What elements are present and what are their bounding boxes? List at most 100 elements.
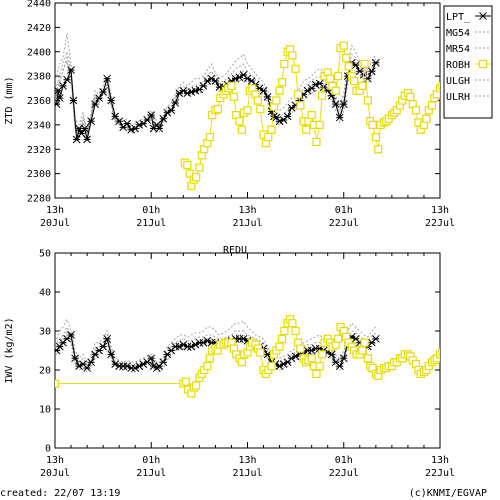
iwv-robh-point	[463, 333, 470, 340]
ztd-robh-point	[435, 84, 440, 93]
iwv-xtick-date: 21Jul	[232, 468, 262, 479]
ztd-robh-point	[253, 96, 263, 105]
legend-label: MR54	[446, 44, 470, 55]
iwv-lpt-point	[87, 358, 95, 367]
ztd-lpt-point	[331, 100, 340, 109]
ztd-lpt-point	[91, 100, 99, 109]
iwv-robh-point	[237, 358, 246, 367]
legend-label: LPT_	[446, 12, 471, 23]
iwv-xtick-date: 22Jul	[329, 468, 359, 479]
ztd-robh-point	[350, 76, 359, 86]
ztd-lpt-point	[259, 86, 268, 95]
ztd-robh-point	[331, 86, 340, 95]
iwv-robh-point	[317, 350, 327, 359]
ztd-lpt-point	[367, 67, 376, 76]
ztd-robh-point	[296, 101, 305, 110]
ztd-ytick-label: 2340	[27, 120, 51, 131]
ztd-lpt-point	[87, 117, 95, 126]
ztd-robh-point	[307, 111, 316, 120]
iwv-robh-point	[447, 337, 454, 344]
ztd-robh-point	[293, 90, 303, 99]
ztd-series-mg54	[56, 33, 377, 132]
iwv-robh-point	[55, 379, 60, 388]
ztd-robh-point	[237, 125, 246, 134]
iwv-lpt-point	[83, 364, 91, 372]
ztd-xtick-label: 13h	[238, 205, 256, 216]
ztd-robh-point	[438, 81, 440, 90]
ztd-lpt-point	[67, 66, 75, 74]
iwv-robh-point	[461, 324, 468, 331]
ztd-robh-point	[368, 120, 377, 129]
ztd-lpt-point	[335, 113, 344, 122]
ztd-robh-point	[195, 163, 204, 172]
ztd-lpt-point	[55, 94, 64, 102]
ztd-lpt-point	[171, 99, 180, 107]
iwv-lpt-point	[339, 354, 348, 363]
iwv-xtick-date: 20Jul	[40, 468, 70, 479]
ztd-ytick-label: 2300	[27, 169, 51, 180]
ztd-lpt-point	[72, 135, 81, 144]
iwv-ytick-label: 40	[39, 288, 51, 299]
ztd-robh-point	[371, 132, 380, 142]
iwv-robh-point	[256, 348, 265, 357]
ztd-ytick-label: 2360	[27, 96, 51, 107]
legend-label: MG54	[446, 28, 470, 39]
iwv-robh-point	[485, 365, 492, 372]
ztd-lpt-point	[339, 100, 348, 109]
ztd-robh-point	[235, 117, 244, 126]
ztd-ytick-label: 2280	[27, 194, 51, 205]
ztd-robh-point	[288, 51, 297, 60]
legend: LPT_ MG54 MR54 ROBH ULGH ULRH	[443, 5, 493, 119]
ztd-robh-point	[427, 101, 437, 110]
created-timestamp: created: 22/07 13:19	[0, 488, 121, 499]
ztd-lpt-point	[159, 114, 168, 123]
ztd-lpt-point	[99, 88, 107, 96]
ztd-robh-point	[358, 81, 367, 90]
ztd-lpt-point	[77, 129, 86, 138]
ztd-xtick-date: 22Jul	[425, 218, 455, 229]
ztd-panel: 2280 2300 2320 2340 2360 2380 2400 2420 2440 13h 2…	[4, 0, 455, 229]
ztd-robh-point	[334, 72, 343, 81]
ztd-lpt-point	[95, 94, 103, 102]
iwv-robh-point	[441, 347, 448, 354]
ztd-robh-point	[213, 104, 222, 114]
iwv-robh-point	[296, 344, 305, 353]
ztd-series-ulgh	[56, 50, 377, 134]
iwv-lpt-point	[371, 334, 380, 343]
iwv-robh-point	[280, 326, 289, 336]
ztd-lpt-point	[155, 124, 164, 133]
ztd-lpt-point	[263, 92, 272, 101]
ztd-lpt-point	[351, 61, 360, 70]
iwv-ytick-label: 10	[39, 405, 51, 416]
iwv-robh-point	[471, 347, 478, 354]
iwv-xtick-date: 21Jul	[136, 468, 166, 479]
ztd-lpt-point	[283, 112, 292, 121]
ztd-lpt-point	[55, 100, 61, 109]
iwv-xtick-label: 13h	[238, 455, 256, 466]
iwv-robh-point	[469, 343, 476, 350]
iwv-xtick-label: 13h	[46, 455, 64, 466]
iwv-robh-point	[481, 365, 488, 372]
iwv-robh-point	[445, 343, 452, 350]
ztd-robh-point	[275, 86, 284, 95]
ztd-lpt-point	[69, 96, 78, 105]
iwv-robh-point	[358, 346, 367, 355]
ztd-lpt-point	[199, 82, 208, 90]
ztd-robh-point	[267, 125, 276, 134]
iwv-robh-point	[203, 362, 212, 371]
ztd-lpt-point	[59, 82, 67, 90]
iwv-lpt-point	[327, 350, 336, 359]
iwv-lpt-point	[103, 334, 111, 343]
ztd-lpt-point	[167, 106, 176, 115]
ztd-robh-point	[183, 160, 192, 170]
ztd-lpt-point	[143, 116, 152, 124]
ztd-lpt-point	[63, 75, 71, 84]
iwv-ylabel: IWV (kg/m2)	[4, 317, 15, 383]
ztd-lpt-point	[80, 124, 89, 133]
iwv-robh-point	[455, 316, 462, 323]
iwv-ytick-label: 0	[45, 444, 51, 455]
ztd-lpt-point	[115, 117, 124, 126]
ztd-xtick-date: 22Jul	[329, 218, 359, 229]
ztd-robh-point	[312, 137, 321, 147]
